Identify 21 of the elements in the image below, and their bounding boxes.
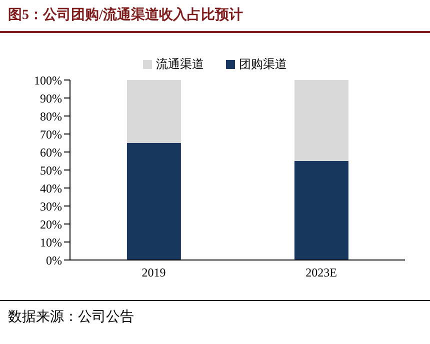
bar: [294, 161, 348, 260]
y-tick-label: 80%: [40, 109, 62, 124]
x-tick-label: 2019: [142, 266, 166, 280]
y-tick-label: 70%: [40, 127, 62, 142]
y-tick-label: 90%: [40, 91, 62, 106]
y-tick-label: 40%: [40, 181, 62, 196]
y-tick-label: 20%: [40, 217, 62, 232]
legend-label: 流通渠道: [156, 56, 204, 72]
y-tick-label: 50%: [40, 163, 62, 178]
bar: [126, 80, 181, 143]
x-tick-label: 2023E: [306, 266, 337, 280]
y-tick-label: 100%: [34, 73, 62, 88]
bar: [126, 143, 181, 260]
y-tick-label: 0%: [46, 253, 62, 268]
chart-title: 图5：公司团购/流通渠道收入占比预计: [7, 6, 244, 25]
y-tick-label: 30%: [40, 199, 62, 214]
legend-label: 团购渠道: [239, 56, 287, 72]
y-tick-label: 10%: [40, 235, 62, 250]
y-tick-label: 60%: [40, 145, 62, 160]
bar: [294, 80, 348, 161]
source-note: 数据来源：公司公告: [8, 308, 134, 326]
